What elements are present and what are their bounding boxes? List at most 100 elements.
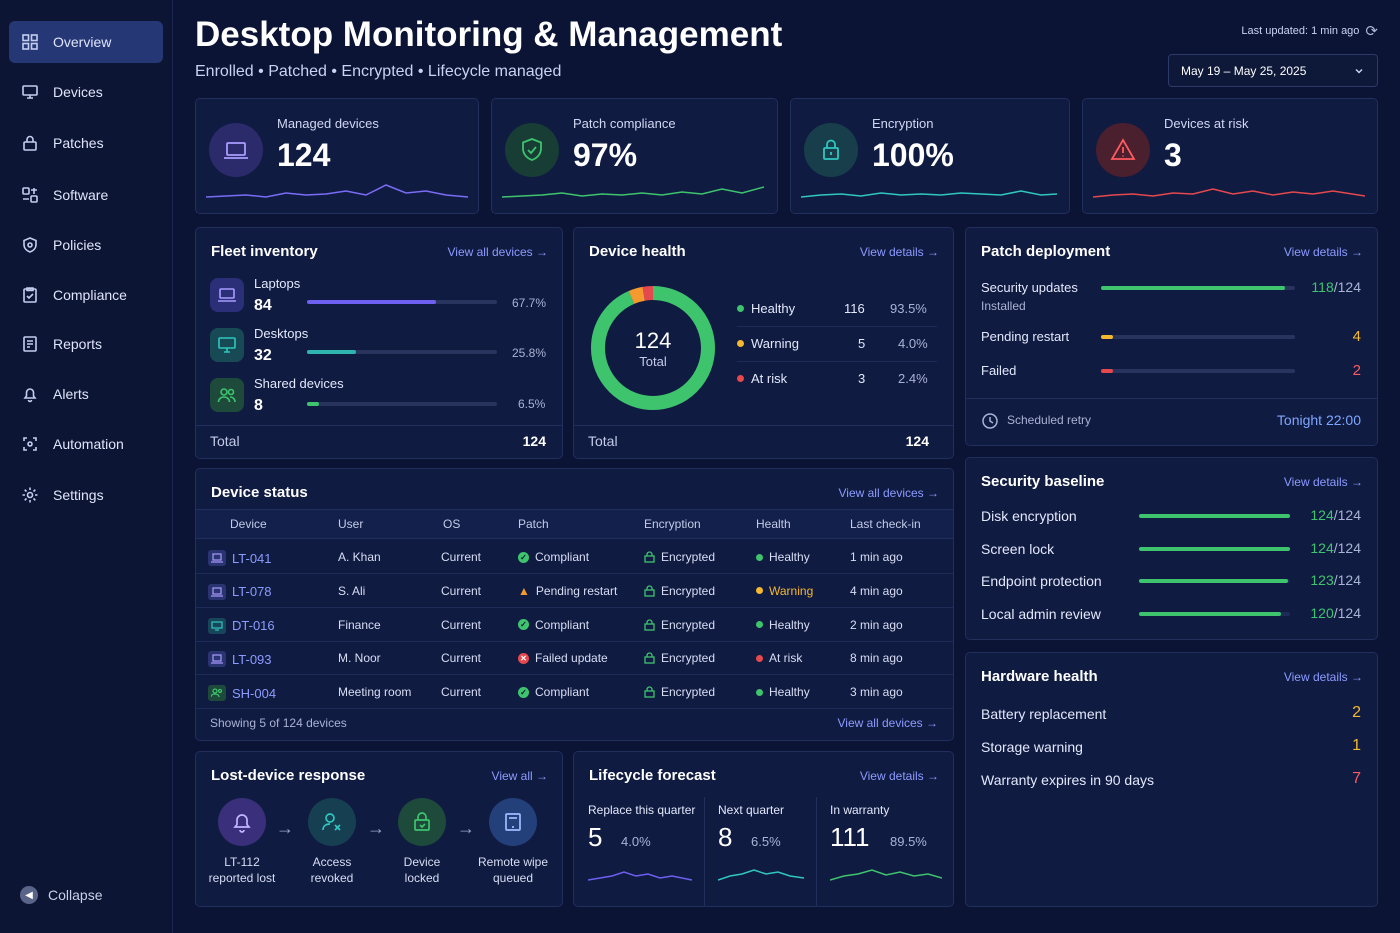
view-all-devices-link[interactable]: View all devices → [838, 486, 940, 500]
sidebar-item-label: Devices [53, 84, 103, 100]
patch-cell: Failed update [535, 651, 608, 666]
lifecycle-pct: 4.0% [621, 834, 651, 849]
lost-step: Device locked [377, 798, 467, 886]
clock-icon [982, 413, 998, 429]
sidebar-item-policies[interactable]: Policies [9, 224, 163, 266]
chevron-down-icon [1355, 68, 1363, 74]
view-all-devices-footer-link[interactable]: View all devices → [837, 716, 939, 730]
column-header-user[interactable]: User [338, 517, 364, 531]
table-row[interactable]: DT-016 Finance Current ✓ Compliant Encrypted H… [196, 608, 953, 642]
device-link[interactable]: DT-016 [232, 618, 275, 634]
lock-icon [644, 618, 655, 631]
patch-sublabel: Installed [981, 299, 1026, 313]
hardware-label: Warranty expires in 90 days [981, 772, 1154, 788]
hardware-value: 7 [1352, 770, 1361, 787]
baseline-bar-fill [1139, 611, 1281, 616]
view-details-link[interactable]: View details → [859, 769, 939, 783]
laptop-icon [208, 651, 226, 668]
encryption-cell: Encrypted [661, 651, 716, 666]
column-header-last-checkin[interactable]: Last check-in [850, 517, 921, 531]
view-details-link[interactable]: View details → [859, 245, 939, 259]
report-icon [23, 336, 37, 352]
step-line2: revoked [310, 871, 354, 885]
column-header-patch[interactable]: Patch [518, 517, 549, 531]
fleet-bar [307, 402, 497, 406]
baseline-label: Screen lock [981, 540, 1055, 557]
encryption-cell: Encrypted [661, 617, 716, 632]
sidebar-item-automation[interactable]: Automation [9, 423, 163, 465]
table-row[interactable]: LT-093 M. Noor Current ✕ Failed update Encryp… [196, 641, 953, 676]
encryption-cell: Encrypted [661, 550, 716, 564]
device-link[interactable]: LT-093 [232, 651, 272, 667]
patch-cell: Compliant [535, 550, 590, 564]
shield-check-icon [505, 123, 559, 177]
checkin-cell: 1 min ago [850, 550, 903, 564]
lost-step: Access revoked [287, 798, 377, 886]
kpi-value: 3 [1164, 137, 1182, 173]
device-link[interactable]: LT-041 [232, 550, 272, 566]
baseline-bar [1139, 611, 1290, 616]
device-link[interactable]: SH-004 [232, 685, 277, 701]
device-link[interactable]: LT-078 [232, 584, 272, 600]
date-range-select[interactable]: May 19 – May 25, 2025 [1168, 54, 1378, 87]
fleet-total-value: 124 [522, 433, 546, 449]
patch-bar [1101, 286, 1295, 290]
lost-device-card: Lost-device response View all → LT-112 re… [195, 751, 563, 907]
baseline-bar [1139, 514, 1290, 518]
kpi-encryption[interactable]: Encryption 100% [790, 98, 1070, 214]
kpi-devices-at-risk[interactable]: Devices at risk 3 [1082, 98, 1378, 214]
kpi-patch-compliance[interactable]: Patch compliance 97% [491, 98, 778, 214]
refresh-icon[interactable]: ⟳ [1365, 23, 1378, 40]
sidebar-item-patches[interactable]: Patches [9, 122, 163, 164]
fleet-label: Shared devices [254, 376, 344, 391]
lock-icon [398, 798, 446, 846]
card-title: Device health [589, 243, 686, 260]
kpi-label: Managed devices [277, 116, 379, 131]
kpi-managed-devices[interactable]: Managed devices 124 [195, 98, 479, 214]
laptop-icon [209, 123, 263, 177]
table-row[interactable]: LT-041 A. Khan Current ✓ Compliant Encrypted H… [196, 540, 953, 574]
view-all-link[interactable]: View all → [491, 769, 548, 783]
health-total-label: Total [588, 433, 618, 449]
column-header-health[interactable]: Health [756, 517, 791, 531]
fleet-pct: 6.5% [518, 397, 546, 411]
column-header-encryption[interactable]: Encryption [644, 517, 701, 531]
column-header-os[interactable]: OS [443, 517, 461, 531]
lifecycle-sparkline [588, 871, 692, 881]
baseline-bar-fill [1139, 579, 1289, 583]
fleet-label: Laptops [254, 276, 301, 291]
view-details-link[interactable]: View details → [1283, 245, 1363, 259]
grid-icon [22, 34, 38, 50]
patch-bar-fill [1101, 286, 1286, 290]
sidebar-item-alerts[interactable]: Alerts [9, 373, 163, 415]
last-updated: Last updated: 1 min ago ⟳ [1241, 22, 1378, 40]
automation-icon [23, 437, 37, 451]
sidebar-item-reports[interactable]: Reports [9, 323, 163, 365]
fleet-count: 84 [254, 297, 272, 314]
sidebar-item-label: Reports [53, 336, 103, 352]
patch-deployment-card: Patch deployment View details → Security… [965, 227, 1378, 446]
page-title: Desktop Monitoring & Management [195, 15, 783, 54]
check-circle-icon: ✓ [518, 686, 529, 698]
health-dot [756, 587, 763, 595]
collapse-button[interactable]: ◀ Collapse [20, 886, 102, 904]
sidebar-item-compliance[interactable]: Compliance [9, 274, 163, 316]
sidebar-item-settings[interactable]: Settings [9, 474, 163, 516]
step-line1: Remote wipe [477, 855, 549, 869]
kpi-label: Devices at risk [1164, 116, 1249, 131]
sidebar-item-overview[interactable]: Overview [9, 21, 163, 63]
encryption-cell: Encrypted [661, 583, 716, 598]
view-details-link[interactable]: View details → [1283, 475, 1363, 489]
table-row[interactable]: LT-078 S. Ali Current ▲ Pending restart Encry… [196, 574, 953, 608]
sidebar-item-devices[interactable]: Devices [9, 71, 163, 113]
column-header-device[interactable]: Device [230, 517, 267, 531]
shared-icon [208, 685, 226, 702]
table-row[interactable]: SH-004 Meeting room Current ✓ Compliant Encry… [196, 675, 953, 710]
view-details-link[interactable]: View details → [1283, 670, 1363, 684]
sidebar-item-software[interactable]: Software [9, 174, 163, 216]
bell-icon [218, 798, 266, 846]
view-all-devices-link[interactable]: View all devices → [447, 245, 549, 259]
hardware-health-card: Hardware health View details → Battery r… [965, 652, 1378, 907]
fleet-bar-fill [307, 350, 357, 354]
checkin-cell: 3 min ago [850, 685, 903, 700]
